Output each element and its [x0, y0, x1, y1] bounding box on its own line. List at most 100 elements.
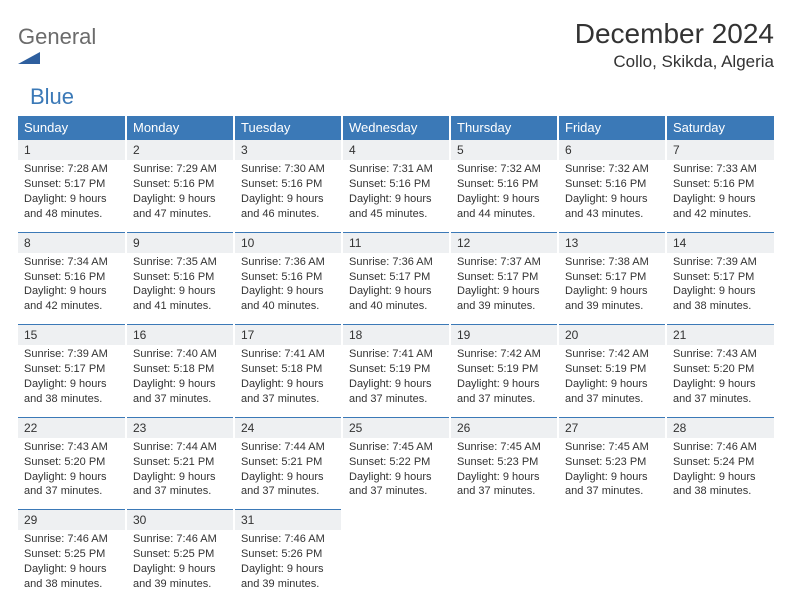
weekday-header: Thursday — [450, 116, 558, 139]
day-dl1: Daylight: 9 hours — [673, 192, 768, 207]
day-dl1: Daylight: 9 hours — [133, 562, 227, 577]
day-dl1: Daylight: 9 hours — [565, 377, 659, 392]
calendar-day-cell: 13Sunrise: 7:38 AMSunset: 5:17 PMDayligh… — [558, 229, 666, 322]
title-block: December 2024 Collo, Skikda, Algeria — [575, 18, 774, 72]
day-dl2: and 38 minutes. — [24, 392, 119, 407]
calendar-day-cell: 3Sunrise: 7:30 AMSunset: 5:16 PMDaylight… — [234, 139, 342, 229]
day-number: 12 — [451, 232, 557, 253]
day-sr: Sunrise: 7:41 AM — [349, 347, 443, 362]
day-dl1: Daylight: 9 hours — [673, 284, 768, 299]
day-body: Sunrise: 7:42 AMSunset: 5:19 PMDaylight:… — [451, 345, 557, 410]
calendar-day-cell: 12 Sunrise: 7:37 AMSunset: 5:17 PMDayligh… — [450, 229, 558, 322]
calendar-day-cell: 9Sunrise: 7:35 AMSunset: 5:16 PMDaylight… — [126, 229, 234, 322]
day-dl1: Daylight: 9 hours — [24, 284, 119, 299]
day-dl1: Daylight: 9 hours — [24, 470, 119, 485]
header: General Blue December 2024 Collo, Skikda… — [18, 18, 774, 110]
day-sr: Sunrise: 7:32 AM — [457, 162, 551, 177]
day-sr: Sunrise: 7:32 AM — [565, 162, 659, 177]
day-dl1: Daylight: 9 hours — [133, 192, 227, 207]
day-sr: Sunrise: 7:45 AM — [565, 440, 659, 455]
day-sr: Sunrise: 7:36 AM — [241, 255, 335, 270]
day-sr: Sunrise: 7:31 AM — [349, 162, 443, 177]
day-body: Sunrise: 7:35 AMSunset: 5:16 PMDaylight:… — [127, 253, 233, 318]
day-sr: Sunrise: 7:37 AM — [457, 255, 551, 270]
day-ss: Sunset: 5:19 PM — [457, 362, 551, 377]
calendar-day-cell: 19Sunrise: 7:42 AMSunset: 5:19 PMDayligh… — [450, 321, 558, 414]
day-number: 27 — [559, 417, 665, 438]
day-number: 14 — [667, 232, 774, 253]
day-ss: Sunset: 5:16 PM — [457, 177, 551, 192]
day-dl2: and 47 minutes. — [133, 207, 227, 222]
day-body: Sunrise: 7:33 AMSunset: 5:16 PMDaylight:… — [667, 160, 774, 225]
day-dl2: and 37 minutes. — [349, 484, 443, 499]
weekday-header: Friday — [558, 116, 666, 139]
day-sr: Sunrise: 7:30 AM — [241, 162, 335, 177]
calendar-day-cell: 15Sunrise: 7:39 AMSunset: 5:17 PMDayligh… — [18, 321, 126, 414]
day-dl2: and 37 minutes. — [457, 392, 551, 407]
day-dl1: Daylight: 9 hours — [457, 284, 551, 299]
calendar-day-cell: 17Sunrise: 7:41 AMSunset: 5:18 PMDayligh… — [234, 321, 342, 414]
day-dl1: Daylight: 9 hours — [457, 377, 551, 392]
day-dl1: Daylight: 9 hours — [457, 192, 551, 207]
calendar-day-cell: 6Sunrise: 7:32 AMSunset: 5:16 PMDaylight… — [558, 139, 666, 229]
day-ss: Sunset: 5:18 PM — [241, 362, 335, 377]
day-ss: Sunset: 5:16 PM — [241, 270, 335, 285]
day-dl2: and 37 minutes. — [673, 392, 768, 407]
calendar-day-cell: 24Sunrise: 7:44 AMSunset: 5:21 PMDayligh… — [234, 414, 342, 507]
day-sr: Sunrise: 7:36 AM — [349, 255, 443, 270]
day-sr: Sunrise: 7:44 AM — [133, 440, 227, 455]
day-sr: Sunrise: 7:46 AM — [241, 532, 335, 547]
calendar-day-cell: 29Sunrise: 7:46 AMSunset: 5:25 PMDayligh… — [18, 506, 126, 599]
day-dl2: and 37 minutes. — [565, 484, 659, 499]
day-dl2: and 46 minutes. — [241, 207, 335, 222]
day-body: Sunrise: 7:44 AMSunset: 5:21 PMDaylight:… — [235, 438, 341, 503]
day-sr: Sunrise: 7:41 AM — [241, 347, 335, 362]
day-dl1: Daylight: 9 hours — [349, 192, 443, 207]
calendar-week-row: 29Sunrise: 7:46 AMSunset: 5:25 PMDayligh… — [18, 506, 774, 599]
day-dl2: and 38 minutes. — [673, 299, 768, 314]
day-dl1: Daylight: 9 hours — [457, 470, 551, 485]
calendar-day-cell: 5Sunrise: 7:32 AMSunset: 5:16 PMDaylight… — [450, 139, 558, 229]
calendar-day-cell: 20Sunrise: 7:42 AMSunset: 5:19 PMDayligh… — [558, 321, 666, 414]
day-ss: Sunset: 5:16 PM — [133, 177, 227, 192]
calendar-day-cell: 21Sunrise: 7:43 AMSunset: 5:20 PMDayligh… — [666, 321, 774, 414]
day-dl2: and 40 minutes. — [241, 299, 335, 314]
day-ss: Sunset: 5:16 PM — [349, 177, 443, 192]
logo: General Blue — [18, 24, 96, 110]
day-number: 28 — [667, 417, 774, 438]
calendar-day-cell: 11Sunrise: 7:36 AMSunset: 5:17 PMDayligh… — [342, 229, 450, 322]
day-ss: Sunset: 5:19 PM — [565, 362, 659, 377]
day-dl2: and 38 minutes. — [673, 484, 768, 499]
calendar-day-cell: 22Sunrise: 7:43 AMSunset: 5:20 PMDayligh… — [18, 414, 126, 507]
day-ss: Sunset: 5:25 PM — [24, 547, 119, 562]
day-ss: Sunset: 5:17 PM — [457, 270, 551, 285]
day-body: Sunrise: 7:43 AMSunset: 5:20 PMDaylight:… — [18, 438, 125, 503]
calendar-day-cell: .. — [666, 506, 774, 599]
day-number: 22 — [18, 417, 125, 438]
calendar-day-cell: 28Sunrise: 7:46 AMSunset: 5:24 PMDayligh… — [666, 414, 774, 507]
day-body: Sunrise: 7:46 AMSunset: 5:26 PMDaylight:… — [235, 530, 341, 595]
day-sr: Sunrise: 7:39 AM — [673, 255, 768, 270]
day-ss: Sunset: 5:24 PM — [673, 455, 768, 470]
day-ss: Sunset: 5:19 PM — [349, 362, 443, 377]
day-ss: Sunset: 5:23 PM — [565, 455, 659, 470]
day-sr: Sunrise: 7:42 AM — [457, 347, 551, 362]
calendar-day-cell: 1Sunrise: 7:28 AMSunset: 5:17 PMDaylight… — [18, 139, 126, 229]
day-body: Sunrise: 7:31 AMSunset: 5:16 PMDaylight:… — [343, 160, 449, 225]
day-body: Sunrise: 7:40 AMSunset: 5:18 PMDaylight:… — [127, 345, 233, 410]
day-ss: Sunset: 5:20 PM — [24, 455, 119, 470]
day-dl2: and 37 minutes. — [457, 484, 551, 499]
day-number: 19 — [451, 324, 557, 345]
day-number: 3 — [235, 139, 341, 160]
day-sr: Sunrise: 7:46 AM — [133, 532, 227, 547]
calendar-day-cell: .. — [450, 506, 558, 599]
day-number: 18 — [343, 324, 449, 345]
day-ss: Sunset: 5:21 PM — [241, 455, 335, 470]
calendar-day-cell: 14Sunrise: 7:39 AMSunset: 5:17 PMDayligh… — [666, 229, 774, 322]
day-body: Sunrise: 7:28 AMSunset: 5:17 PMDaylight:… — [18, 160, 125, 225]
day-ss: Sunset: 5:16 PM — [673, 177, 768, 192]
day-dl1: Daylight: 9 hours — [241, 470, 335, 485]
day-dl2: and 41 minutes. — [133, 299, 227, 314]
day-dl2: and 44 minutes. — [457, 207, 551, 222]
day-body: Sunrise: 7:45 AMSunset: 5:23 PMDaylight:… — [559, 438, 665, 503]
